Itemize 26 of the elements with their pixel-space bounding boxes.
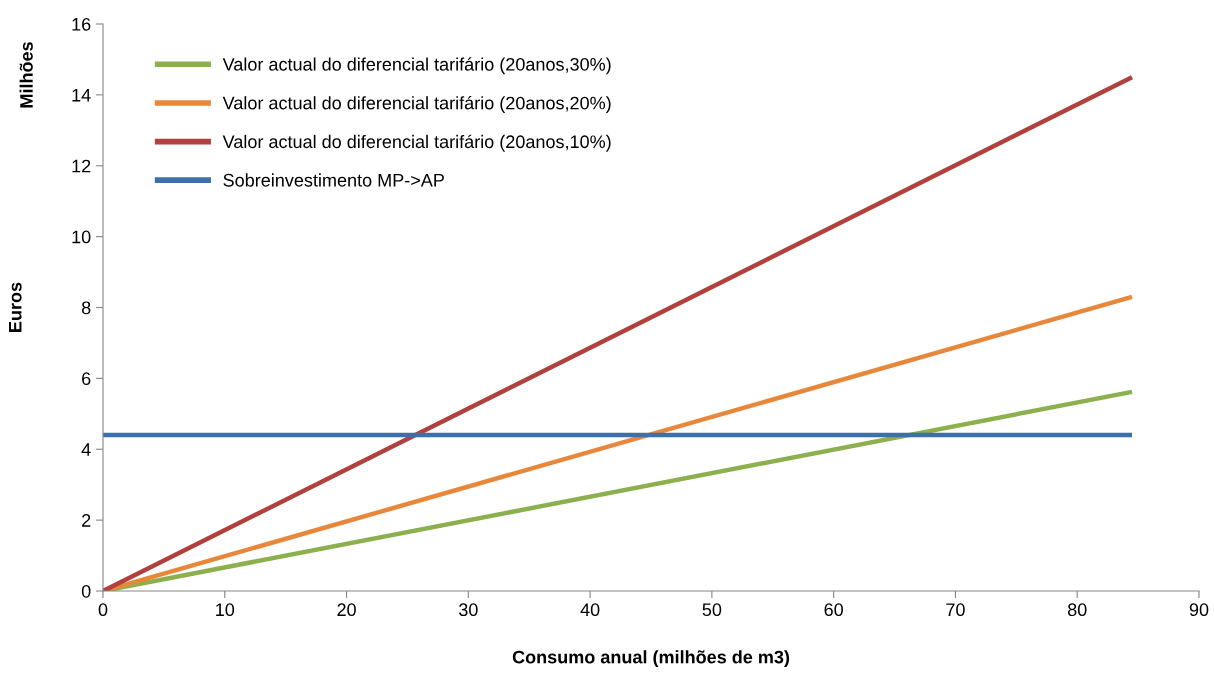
x-tick-label: 20 [337, 603, 356, 617]
y-tick-label: 10 [72, 230, 91, 244]
x-axis-title: Consumo anual (milhões de m3) [512, 650, 790, 668]
x-tick-label: 60 [824, 603, 843, 617]
x-tick-label: 80 [1067, 603, 1087, 617]
y-tick-label: 16 [72, 17, 91, 31]
y-axis-title: Euros [9, 282, 22, 332]
legend-label: Sobreinvestimento MP->AP [223, 173, 444, 187]
y-tick-label: 12 [72, 159, 91, 173]
y-tick-label: 8 [81, 301, 91, 315]
y-tick-label: 4 [81, 443, 91, 456]
text: Milhões [19, 42, 33, 108]
x-tick-label: 70 [946, 603, 965, 617]
x-tick-label: 0 [98, 603, 108, 617]
x-tick-label: 90 [1189, 603, 1209, 617]
x-tick-label: 40 [580, 603, 600, 617]
legend-label: Valor actual do diferencial tarifário (20anos,10%) [222, 134, 611, 152]
legend-label: Valor actual do diferencial tarifário (20anos,30%) [222, 57, 611, 75]
y-tick-label: 6 [82, 372, 91, 386]
x-tick-label: 10 [216, 603, 235, 617]
y-tick-label: 0 [81, 584, 91, 598]
legend-label: Valor actual do diferencial tarifário (20anos,20%) [222, 95, 611, 113]
y-tick-label: 14 [72, 89, 91, 102]
x-tick-label: 30 [458, 603, 478, 617]
y-tick-label: 2 [82, 514, 91, 527]
x-tick-label: 50 [702, 603, 722, 617]
